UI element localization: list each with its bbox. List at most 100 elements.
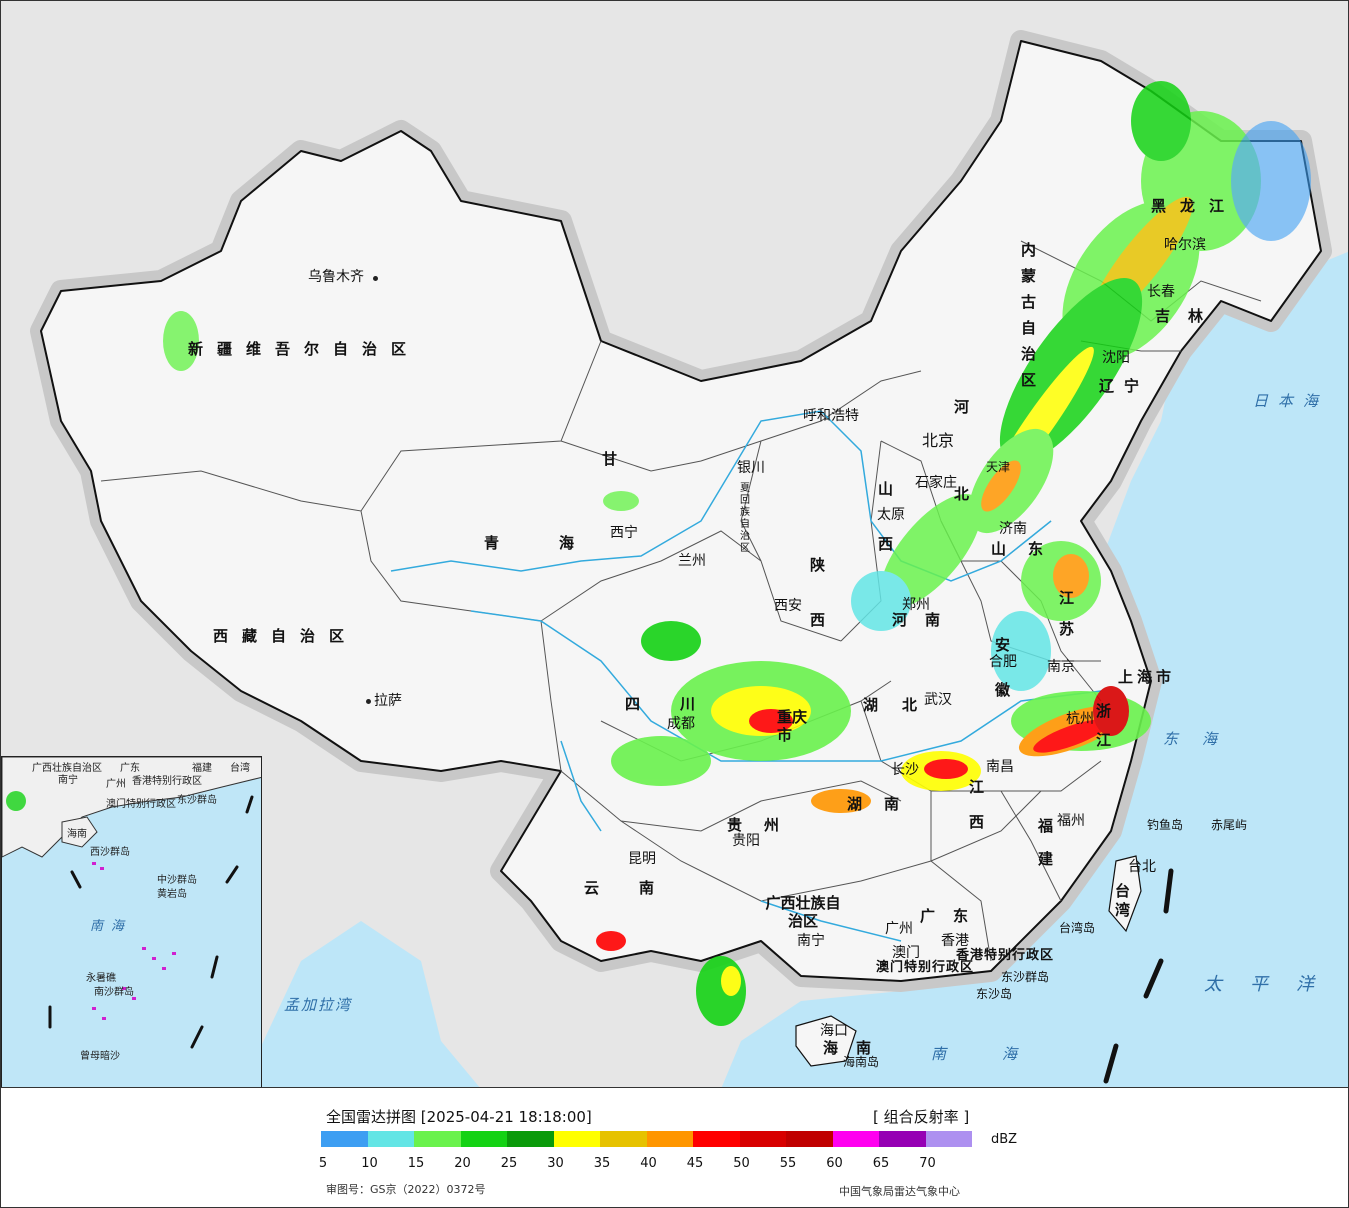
inset-dsq: 东沙群岛 — [177, 795, 217, 806]
province-xinjiang: 新疆维吾尔自治区 — [188, 340, 421, 358]
province-fujian: 福建 — [1036, 818, 1054, 884]
inset-zmas: 曾母暗沙 — [80, 1051, 120, 1062]
city-hangzhou: 杭州 — [1066, 711, 1094, 727]
inset-yxj: 永暑礁 — [86, 973, 116, 984]
inset-hyd: 黄岩岛 — [157, 889, 187, 900]
city-kunming: 昆明 — [628, 851, 656, 867]
color-swatch-3 — [460, 1131, 507, 1147]
color-swatch-13 — [925, 1131, 972, 1147]
province-jilin: 吉林 — [1155, 307, 1222, 325]
province-shandong: 山东 — [991, 540, 1066, 558]
province-gansu: 甘 — [602, 450, 632, 468]
radar-map: 新疆维吾尔自治区 西藏自治区 青海 甘 黑龙江 吉林 辽宁 四川 云南 贵州 陕… — [0, 0, 1349, 1088]
tick-label: 35 — [593, 1156, 611, 1171]
tick-label: 5 — [318, 1156, 328, 1171]
island-taiwan: 台湾岛 — [1059, 921, 1096, 935]
inset-xsq: 西沙群岛 — [90, 847, 130, 858]
color-swatch-0 — [321, 1131, 368, 1147]
inset-zsq: 中沙群岛 — [157, 875, 197, 886]
capital-dot — [366, 699, 371, 704]
tick-label: 55 — [779, 1156, 797, 1171]
city-shenyang: 沈阳 — [1102, 350, 1130, 366]
inset-canvas — [2, 757, 261, 1049]
province-shaanxi: 陕西 — [808, 557, 826, 667]
inset-fj: 福建 — [192, 763, 212, 774]
province-hainan: 海南 — [823, 1039, 890, 1057]
city-taiyuan: 太原 — [877, 507, 905, 523]
province-heilongjiang: 黑龙江 — [1151, 197, 1239, 215]
color-swatch-11 — [832, 1131, 879, 1147]
province-anhui: 安徽 — [993, 637, 1011, 727]
legend-product: [ 组合反射率 ] — [873, 1108, 970, 1126]
sea-pacific: 太平洋 — [1204, 974, 1342, 995]
city-guiyang: 贵阳 — [732, 833, 760, 849]
tick-label: 65 — [872, 1156, 890, 1171]
south-china-sea-inset: 广西壮族自治区 广东 福建 台湾 南宁 广州 香港特别行政区 澳门特别行政区 东… — [1, 756, 262, 1087]
province-hubei: 湖北 — [863, 696, 942, 714]
color-swatch-10 — [786, 1131, 833, 1147]
color-swatch-2 — [414, 1131, 461, 1147]
radar-echoes — [163, 81, 1311, 1026]
city-yinchuan: 银川 — [737, 460, 765, 476]
city-changchun: 长春 — [1147, 284, 1175, 300]
city-hefei: 合肥 — [989, 654, 1017, 670]
city-changsha: 长沙 — [891, 762, 919, 778]
inset-gz: 广州 — [106, 779, 126, 790]
capital-dot — [373, 276, 378, 281]
city-taibei: 台北 — [1128, 859, 1156, 875]
city-nanjing: 南京 — [1047, 659, 1075, 675]
island-dongsha-islands: 东沙群岛 — [1001, 970, 1050, 984]
province-chongqing: 重庆市 — [777, 708, 808, 744]
province-qinghai: 青海 — [484, 534, 635, 552]
taiwan-shape — [1108, 855, 1142, 933]
province-shanxi: 山西 — [876, 481, 894, 591]
province-guangxi: 广西壮族自治区 — [765, 894, 841, 930]
sea-south: 南海 — [931, 1045, 1074, 1063]
inset-gx: 广西壮族自治区 — [32, 763, 102, 774]
island-diaoyu: 钓鱼岛 — [1147, 818, 1184, 832]
province-shanghai: 上海市 — [1118, 668, 1176, 686]
tick-label: 30 — [547, 1156, 564, 1171]
tick-label: 25 — [500, 1156, 518, 1171]
city-tianjin: 天津 — [986, 460, 1011, 474]
province-yunnan: 云南 — [584, 879, 695, 897]
color-swatch-6 — [600, 1131, 647, 1147]
city-beijing: 北京 — [922, 431, 955, 450]
inset-nsq: 南沙群岛 — [94, 987, 134, 998]
province-guizhou: 贵州 — [727, 816, 802, 834]
province-hunan: 湖南 — [847, 795, 922, 813]
dash-line — [1103, 868, 1174, 1084]
ocean — [721, 251, 1348, 1087]
inset-sea: 南海 — [90, 919, 133, 934]
inset-hk: 香港特别行政区 — [132, 776, 202, 787]
province-liaoning: 辽宁 — [1099, 377, 1150, 395]
city-xian: 西安 — [774, 598, 802, 614]
island-dongsha: 东沙岛 — [976, 987, 1013, 1001]
inset-nn: 南宁 — [58, 775, 78, 786]
colorbar — [321, 1131, 972, 1147]
tick-label: 40 — [640, 1156, 657, 1171]
city-nanchang: 南昌 — [986, 759, 1014, 775]
sea-japan: 日本海 — [1253, 392, 1329, 410]
province-hebei: 河北 — [952, 399, 970, 573]
color-swatch-12 — [879, 1131, 926, 1147]
tick-label: 70 — [919, 1156, 936, 1171]
color-swatch-5 — [553, 1131, 600, 1147]
legend-panel: 全国雷达拼图 [2025-04-21 18:18:00] [ 组合反射率 ] 5… — [0, 1088, 1349, 1208]
ningxia-label: 夏回族自治区 — [740, 483, 750, 554]
tick-label: 15 — [407, 1156, 425, 1171]
inset-mo: 澳门特别行政区 — [106, 799, 176, 810]
color-swatch-1 — [367, 1131, 414, 1147]
province-jiangxi: 江西 — [967, 779, 985, 849]
map-canvas — [30, 30, 1348, 1087]
inset-tw: 台湾 — [230, 763, 250, 774]
province-sichuan: 四川 — [625, 695, 736, 713]
approval-number: 审图号：GS京（2022）0372号 — [326, 1183, 486, 1196]
province-xizang: 西藏自治区 — [213, 627, 359, 645]
tick-label: 10 — [361, 1156, 378, 1171]
color-swatch-7 — [646, 1131, 693, 1147]
province-jiangsu: 江苏 — [1057, 590, 1075, 652]
city-shijiazhuang: 石家庄 — [915, 475, 957, 491]
province-macau: 澳门特别行政区 — [876, 960, 975, 975]
city-guangzhou: 广州 — [885, 921, 913, 937]
